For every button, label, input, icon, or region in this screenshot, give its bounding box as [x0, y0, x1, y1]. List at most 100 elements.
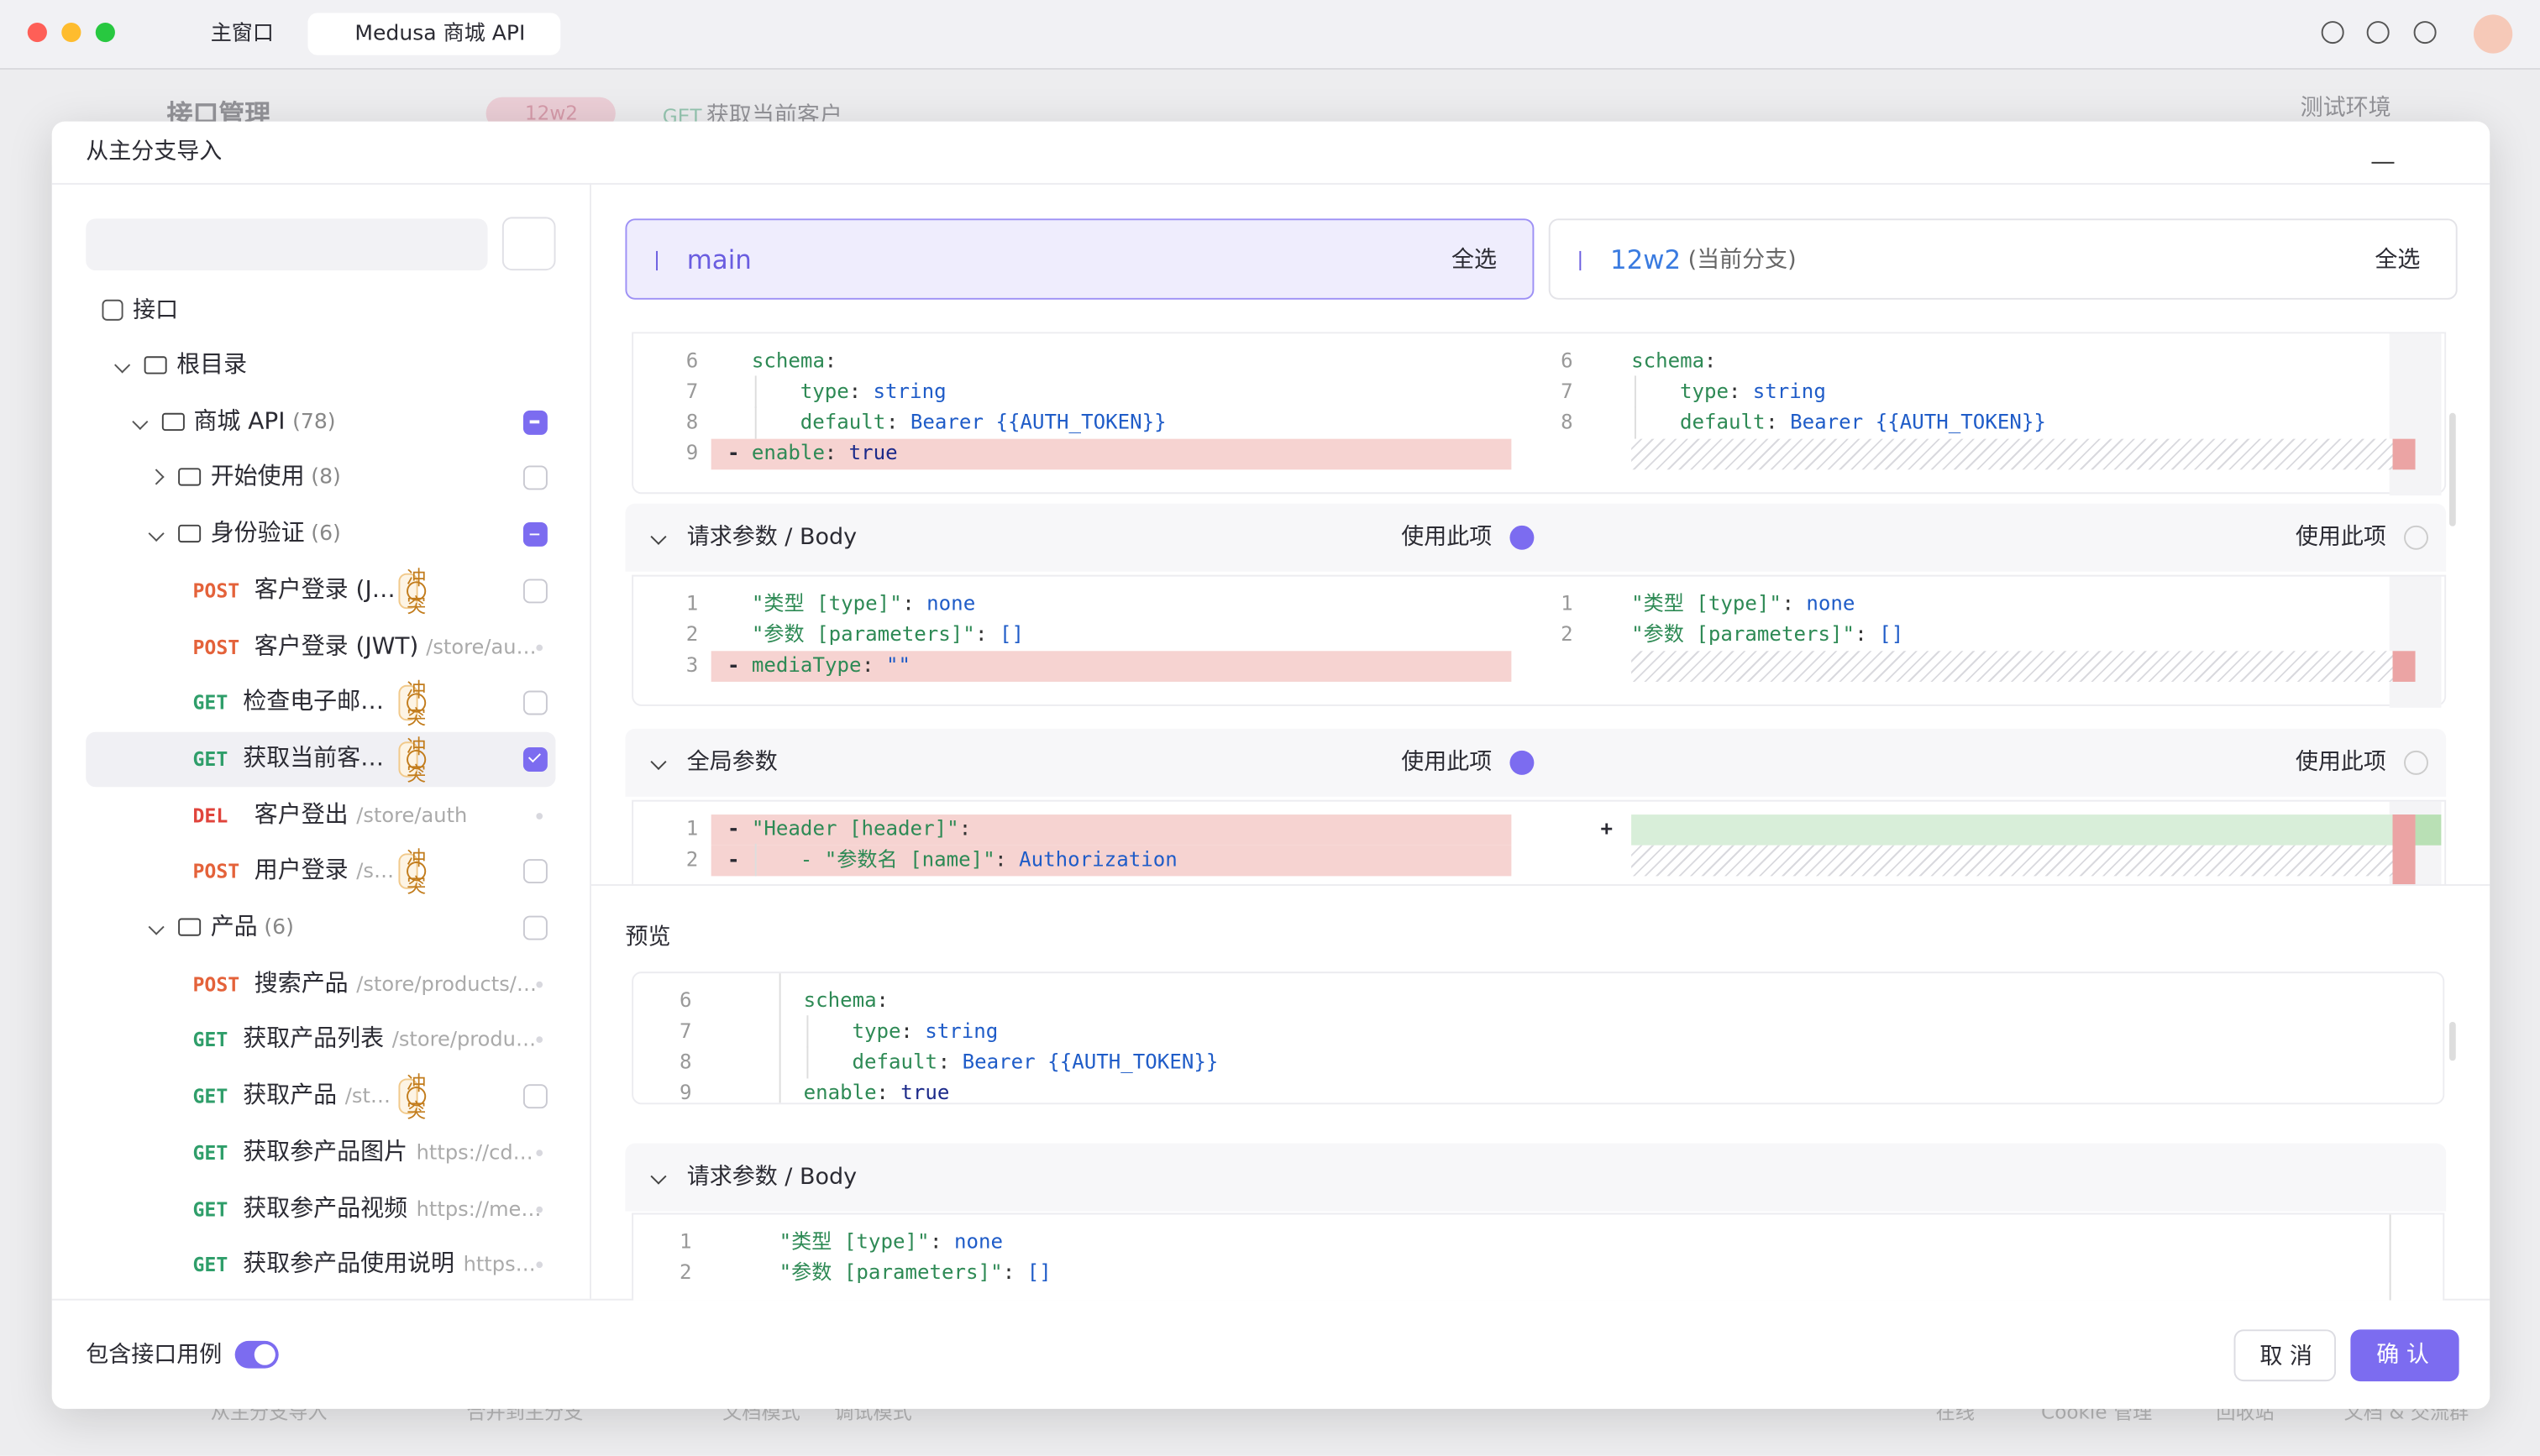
code-token: Bearer {{AUTH_TOKEN}} [1790, 409, 2046, 434]
line-number: 1 [685, 590, 699, 615]
http-method: POST [192, 635, 240, 658]
code-token: : [958, 815, 972, 841]
traffic-light[interactable] [61, 23, 81, 43]
cancel-button[interactable]: 取 消 [2233, 1329, 2337, 1382]
tab-active[interactable] [307, 13, 561, 55]
checkbox[interactable] [522, 522, 548, 547]
preview-label: 预览 [625, 924, 671, 951]
folder-icon [178, 469, 202, 487]
select-all[interactable]: 全选 [2375, 248, 2421, 274]
checkbox[interactable] [522, 859, 548, 884]
code-token: "Header [header]" [751, 815, 959, 841]
code-token: Authorization [1019, 846, 1178, 872]
code-token: : [862, 652, 887, 677]
preview-body-card: 1 "类型 [type]": none 2 "参数 [parameters]": [] [632, 1212, 2445, 1301]
code-token: Bearer {{AUTH_TOKEN}} [910, 409, 1167, 434]
checkbox[interactable] [522, 915, 548, 940]
line-number: 6 [1561, 348, 1573, 373]
confirm-button[interactable]: 确 认 [2350, 1329, 2459, 1382]
toolbar-icon[interactable] [2413, 21, 2437, 45]
use-item-check[interactable] [1509, 750, 1535, 775]
status-dot [536, 643, 543, 651]
api-name: 获取参产品使用说明 [243, 1251, 454, 1278]
line-number: 7 [685, 378, 699, 403]
code-token: none [953, 1228, 1004, 1254]
preview-card: 6 schema: 7 type: string 8 default: Bearer {{… [632, 972, 2445, 1105]
api-path: /store/auth [356, 802, 468, 827]
traffic-light[interactable] [95, 23, 115, 43]
code-token: : [930, 1228, 955, 1254]
checkbox[interactable] [522, 579, 548, 604]
badge-text: 冲突 [407, 566, 427, 617]
line-number: 7 [679, 1018, 692, 1043]
root-icon [102, 299, 123, 321]
indent-guide [1634, 375, 1636, 409]
avatar[interactable] [2473, 14, 2513, 54]
preview-divider [590, 884, 2490, 886]
code-token: "参数 [parameters]" [751, 621, 975, 647]
branch-note: (当前分支) [1687, 248, 1797, 274]
status-dot [536, 981, 543, 987]
folder-label: 开始使用 [210, 464, 305, 491]
check-mark [527, 750, 541, 763]
api-name: 客户登出 [254, 802, 349, 829]
http-method: GET [192, 1085, 228, 1108]
conflict-badge: 冲突 [398, 567, 426, 616]
code-token: "类型 [type]" [1631, 590, 1782, 615]
search-input[interactable] [86, 218, 488, 271]
warning-icon [407, 1087, 427, 1107]
code-token: : [848, 378, 874, 403]
minimap [2389, 333, 2442, 496]
filter-button[interactable] [501, 217, 556, 271]
use-item-check[interactable] [2404, 525, 2428, 550]
http-method: GET [192, 1141, 228, 1165]
indent-guide [754, 406, 757, 439]
http-method: GET [192, 1197, 228, 1221]
api-name: 用户登录 [254, 858, 349, 885]
api-name: 客户登录 (JWT) [254, 633, 419, 660]
api-path: /store/au… [426, 633, 537, 658]
checkbox[interactable] [522, 690, 548, 715]
branch-name: main [686, 244, 752, 275]
line-number: 6 [679, 987, 692, 1012]
code-token: schema [803, 987, 877, 1012]
select-all[interactable]: 全选 [1451, 248, 1498, 274]
code-token: mediaType [751, 652, 862, 677]
code-token: "参数 [parameters]" [1631, 621, 1855, 647]
use-item-check[interactable] [2404, 750, 2428, 775]
code-token: : [900, 1018, 926, 1043]
minimize-button[interactable] [2371, 141, 2395, 164]
code-token: : [1002, 1259, 1027, 1284]
code-token: - "参数名 [name]" [800, 846, 995, 872]
code-token: default [1679, 409, 1766, 434]
diff-card: 1 - "Header [header]": 2 - - "参数名 [name]": Au… [632, 799, 2447, 885]
traffic-light[interactable] [27, 23, 47, 43]
diff-marker: - [727, 815, 740, 841]
api-name: 获取产品 [243, 1082, 338, 1109]
toolbar-icon[interactable] [2366, 21, 2390, 45]
partial-mark [529, 420, 540, 423]
code-token: default [852, 1049, 938, 1074]
code-token: "" [885, 652, 911, 677]
warning-icon [407, 749, 427, 769]
close-button[interactable] [2427, 141, 2449, 164]
checkbox[interactable] [522, 746, 548, 772]
code-token: : [876, 987, 889, 1012]
status-dot [536, 812, 543, 820]
deleted-line [711, 845, 1512, 877]
checkbox[interactable] [522, 466, 548, 491]
checkbox[interactable] [522, 410, 548, 435]
toolbar-icon[interactable] [2321, 21, 2344, 45]
code-token: : [1728, 378, 1753, 403]
checkbox[interactable] [522, 1084, 548, 1109]
folder-label: 产品 [210, 914, 258, 941]
folder-count: (8) [311, 466, 341, 491]
confirm-label: 确 认 [2376, 1342, 2429, 1369]
selected-row [86, 731, 556, 788]
use-item-check[interactable] [1509, 525, 1535, 550]
code-token: schema [751, 348, 825, 373]
empty-line [1631, 651, 2393, 682]
folder-count: (6) [264, 915, 294, 940]
folder-icon [144, 356, 167, 374]
